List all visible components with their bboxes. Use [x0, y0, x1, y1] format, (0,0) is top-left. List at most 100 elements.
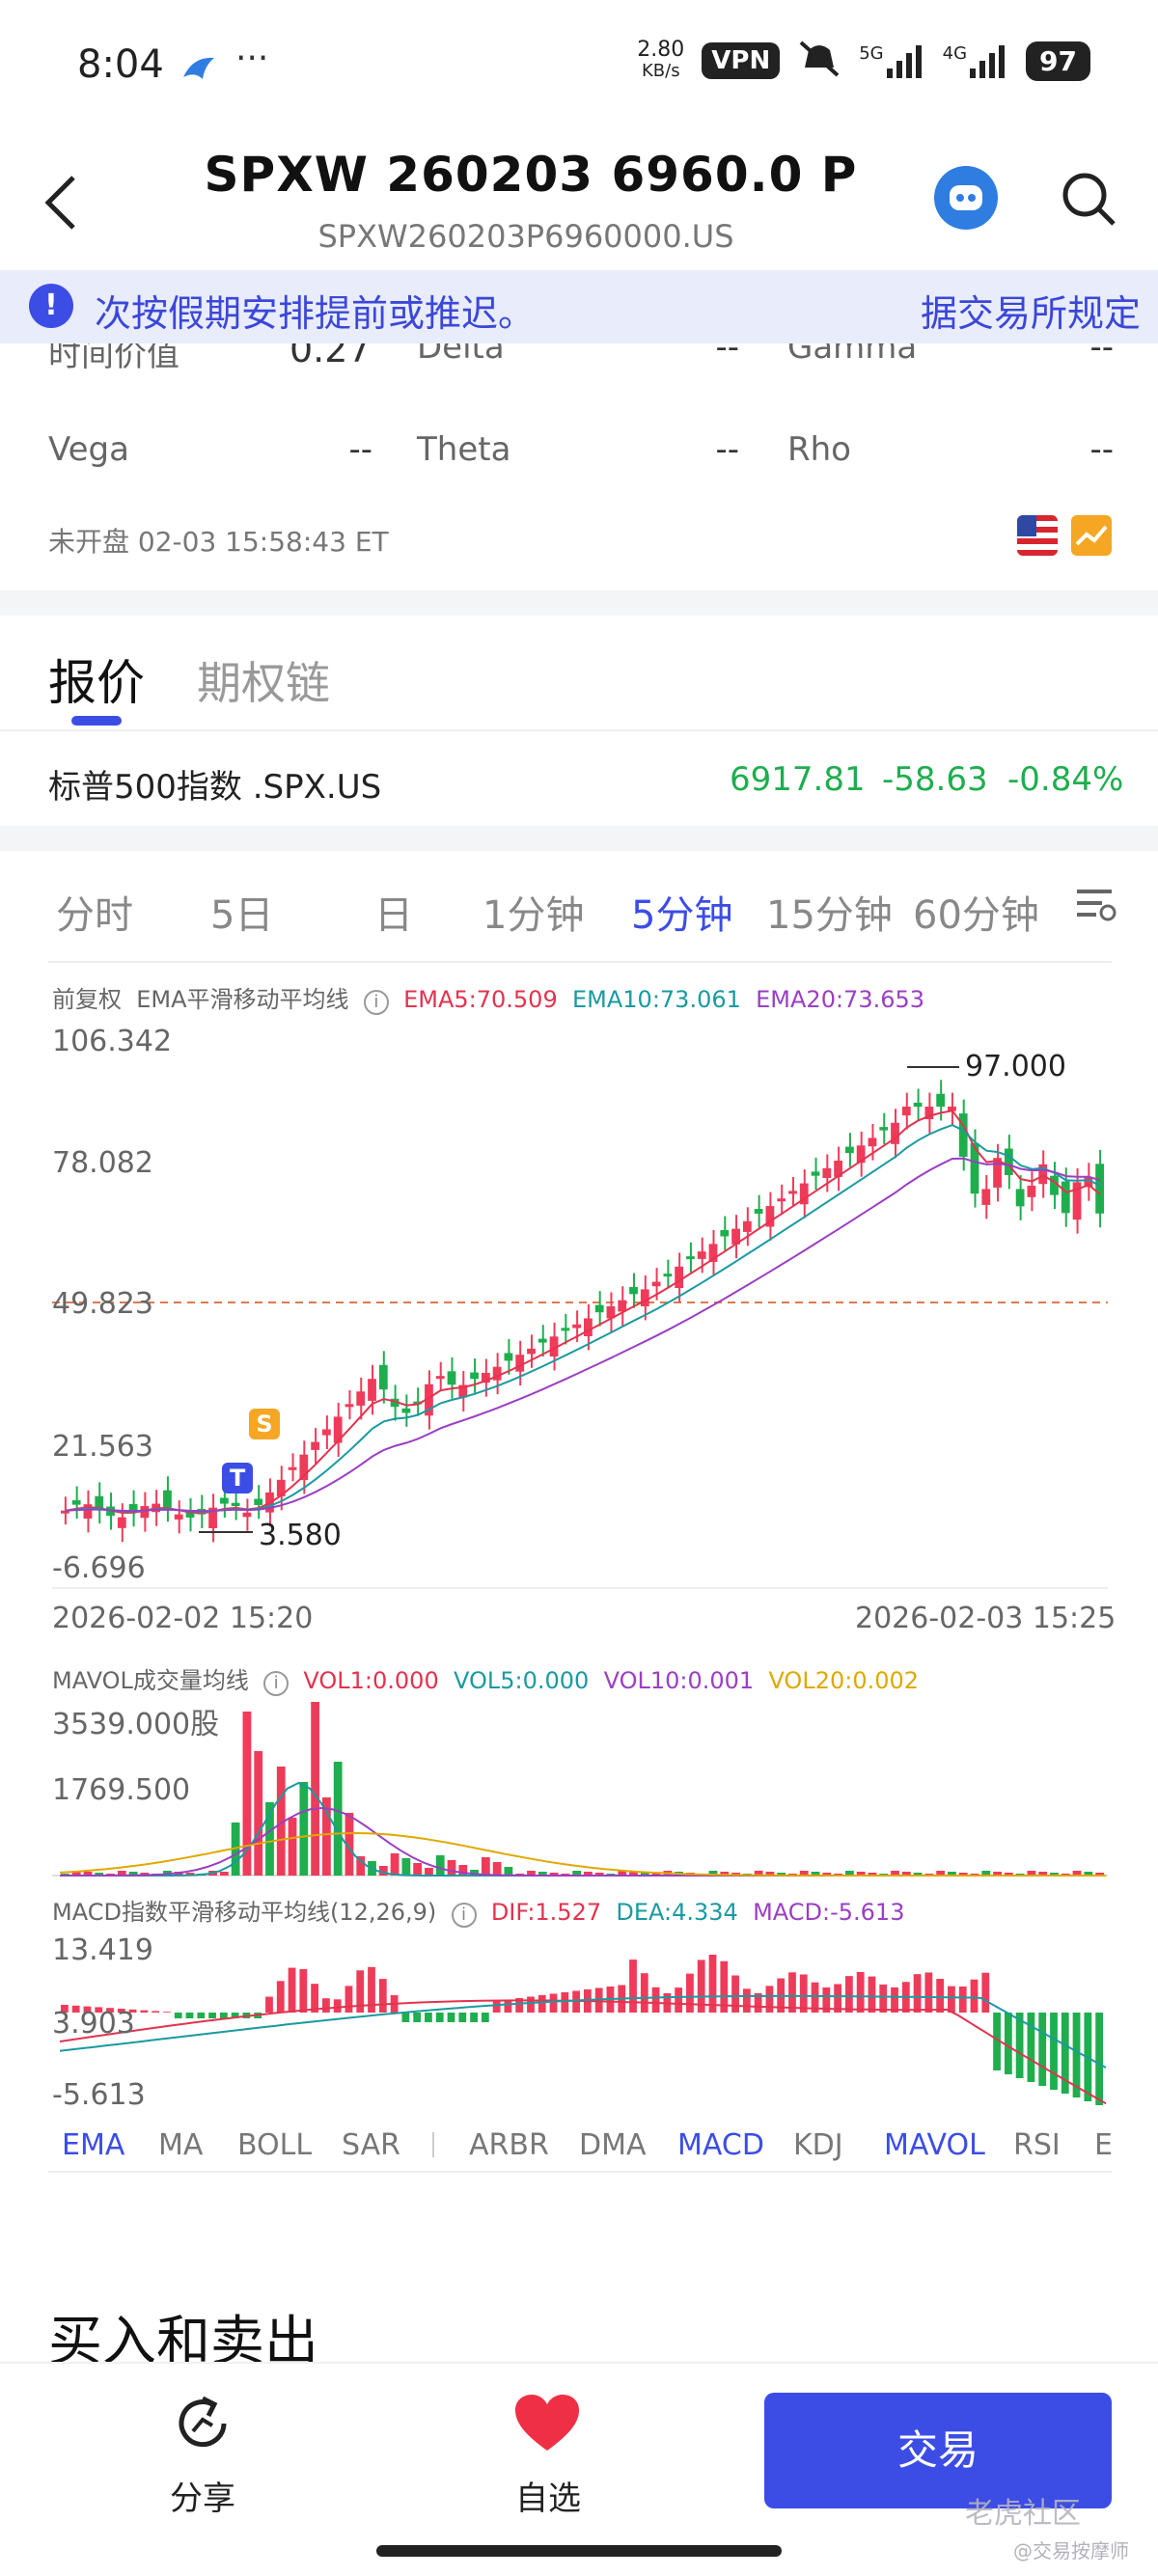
indicator-tab-ema[interactable]: EMA [62, 2128, 125, 2162]
period-tab-60min[interactable]: 60分钟 [913, 893, 1039, 938]
candle-body [958, 1113, 968, 1158]
macd-histogram-bar [152, 2011, 160, 2013]
favorite-label[interactable]: 自选 [515, 2480, 581, 2518]
candle-body [811, 1171, 820, 1176]
macd-histogram-bar [447, 2013, 455, 2022]
candle-body [594, 1304, 604, 1313]
watermark: 老虎社区 [965, 2497, 1081, 2531]
volume-bar [948, 1872, 956, 1876]
macd-histogram-bar [356, 1970, 365, 2013]
trade-button[interactable]: 交易 [764, 2393, 1112, 2508]
candle-body [128, 1504, 138, 1513]
info-icon[interactable]: i [363, 990, 389, 1015]
chart-settings-icon[interactable] [1075, 886, 1117, 928]
assistant-robot-icon[interactable] [934, 166, 998, 230]
macd-histogram-bar [288, 1967, 296, 2013]
macd-histogram-bar [675, 1987, 683, 2013]
date-end-label: 2026-02-03 15:25 [855, 1602, 1117, 1635]
indicator-tab-macd[interactable]: MACD [677, 2128, 764, 2162]
candle-body [61, 1510, 69, 1514]
macd-histogram-bar [879, 1984, 888, 2013]
macd-chart[interactable] [0, 1924, 1158, 2117]
indicator-tab-mavol[interactable]: MAVOL [884, 2128, 985, 2162]
home-indicator[interactable] [376, 2545, 782, 2557]
dif-value: DIF:1.527 [490, 1899, 602, 1926]
index-name[interactable]: 标普500指数 .SPX.US [48, 768, 382, 807]
candle-body [924, 1107, 934, 1120]
volume-bar [1095, 1873, 1104, 1876]
macd-histogram-bar [913, 1974, 922, 2013]
info-icon[interactable]: i [451, 1903, 477, 1928]
macd-histogram-bar [470, 2013, 478, 2022]
candle-body [83, 1504, 93, 1519]
macd-histogram-bar [538, 1995, 546, 2013]
macd-histogram-bar [1050, 2013, 1058, 2090]
delta-value: -- [715, 343, 739, 367]
battery-indicator: 97 [1026, 41, 1090, 81]
candle-body [95, 1495, 104, 1510]
candlestick-chart[interactable] [0, 1003, 1158, 1602]
candle-body [299, 1454, 309, 1481]
macd-histogram-bar [345, 1986, 353, 2013]
candle-body [276, 1479, 286, 1496]
indicator-tab-more[interactable]: E [1094, 2128, 1113, 2162]
candle-body [822, 1167, 832, 1179]
macd-histogram-bar [936, 1979, 945, 2013]
adjust-label[interactable]: 前复权 [52, 986, 122, 1013]
volume-bar [458, 1865, 468, 1876]
candle-body [981, 1189, 991, 1205]
share-label[interactable]: 分享 [170, 2480, 235, 2518]
indicator-tab-ma[interactable]: MA [158, 2128, 204, 2162]
period-tab-intraday[interactable]: 分时 [56, 893, 133, 938]
page-subtitle: SPXW260203P6960000.US [317, 218, 734, 255]
macd-histogram-bar [61, 2005, 69, 2013]
candle-body [856, 1145, 866, 1164]
macd-histogram-bar [83, 2006, 92, 2013]
trade-signal-badge[interactable]: T [222, 1463, 253, 1494]
volume-bar [822, 1873, 832, 1876]
indicator-tab-rsi[interactable]: RSI [1013, 2128, 1061, 2162]
indicator-tab-boll[interactable]: BOLL [237, 2128, 313, 2162]
candle-body [163, 1490, 172, 1508]
sell-signal-badge[interactable]: S [249, 1409, 280, 1439]
ema-indicator-label: EMA平滑移动平均线 [136, 986, 349, 1013]
candle-body [1015, 1189, 1025, 1207]
volume-legend: MAVOL成交量均线 i VOL1:0.000 VOL5:0.000 VOL10… [52, 1661, 919, 1696]
macd-histogram-bar [299, 1968, 308, 2013]
candle-body [572, 1324, 581, 1329]
candle-body [117, 1517, 126, 1528]
indicator-divider [48, 2171, 1112, 2173]
macd-histogram-bar [720, 1960, 729, 2013]
period-tab-15min[interactable]: 15分钟 [766, 893, 893, 938]
period-tab-5day[interactable]: 5日 [210, 893, 274, 938]
period-tab-5min[interactable]: 5分钟 [631, 893, 733, 938]
period-tab-1min[interactable]: 1分钟 [482, 893, 585, 938]
candle-body [378, 1364, 388, 1390]
notice-banner[interactable]: ! 次按假期安排提前或推迟。 据交易所规定 [0, 270, 1158, 343]
candle-body [390, 1398, 400, 1408]
chart-trend-icon[interactable] [1071, 515, 1112, 556]
macd-histogram-bar [834, 1984, 841, 2013]
candle-body [993, 1158, 1002, 1188]
tab-quote[interactable]: 报价 [48, 655, 145, 711]
indicator-tab-sar[interactable]: SAR [342, 2128, 400, 2162]
heart-icon[interactable] [513, 2393, 581, 2454]
back-icon[interactable] [42, 174, 81, 232]
search-icon[interactable] [1060, 170, 1117, 228]
dea-line [59, 1994, 1107, 2069]
share-icon[interactable] [174, 2393, 235, 2454]
tab-indicator [71, 716, 122, 726]
indicator-tab-dma[interactable]: DMA [579, 2128, 647, 2162]
indicator-tab-arbr[interactable]: ARBR [469, 2128, 549, 2162]
indicator-tab-kdj[interactable]: KDJ [793, 2128, 843, 2162]
volume-bar [1004, 1873, 1013, 1876]
period-tab-day[interactable]: 日 [374, 893, 413, 938]
macd-histogram-bar [981, 1972, 990, 2013]
macd-histogram-bar [425, 2013, 432, 2022]
macd-y-label-top: 13.419 [52, 1933, 153, 1967]
volume-chart[interactable] [0, 1688, 1158, 1891]
volume-bar [993, 1872, 1002, 1876]
tab-option-chain[interactable]: 期权链 [197, 657, 330, 709]
macd-histogram-bar [185, 2013, 194, 2018]
candle-body [1084, 1176, 1093, 1188]
